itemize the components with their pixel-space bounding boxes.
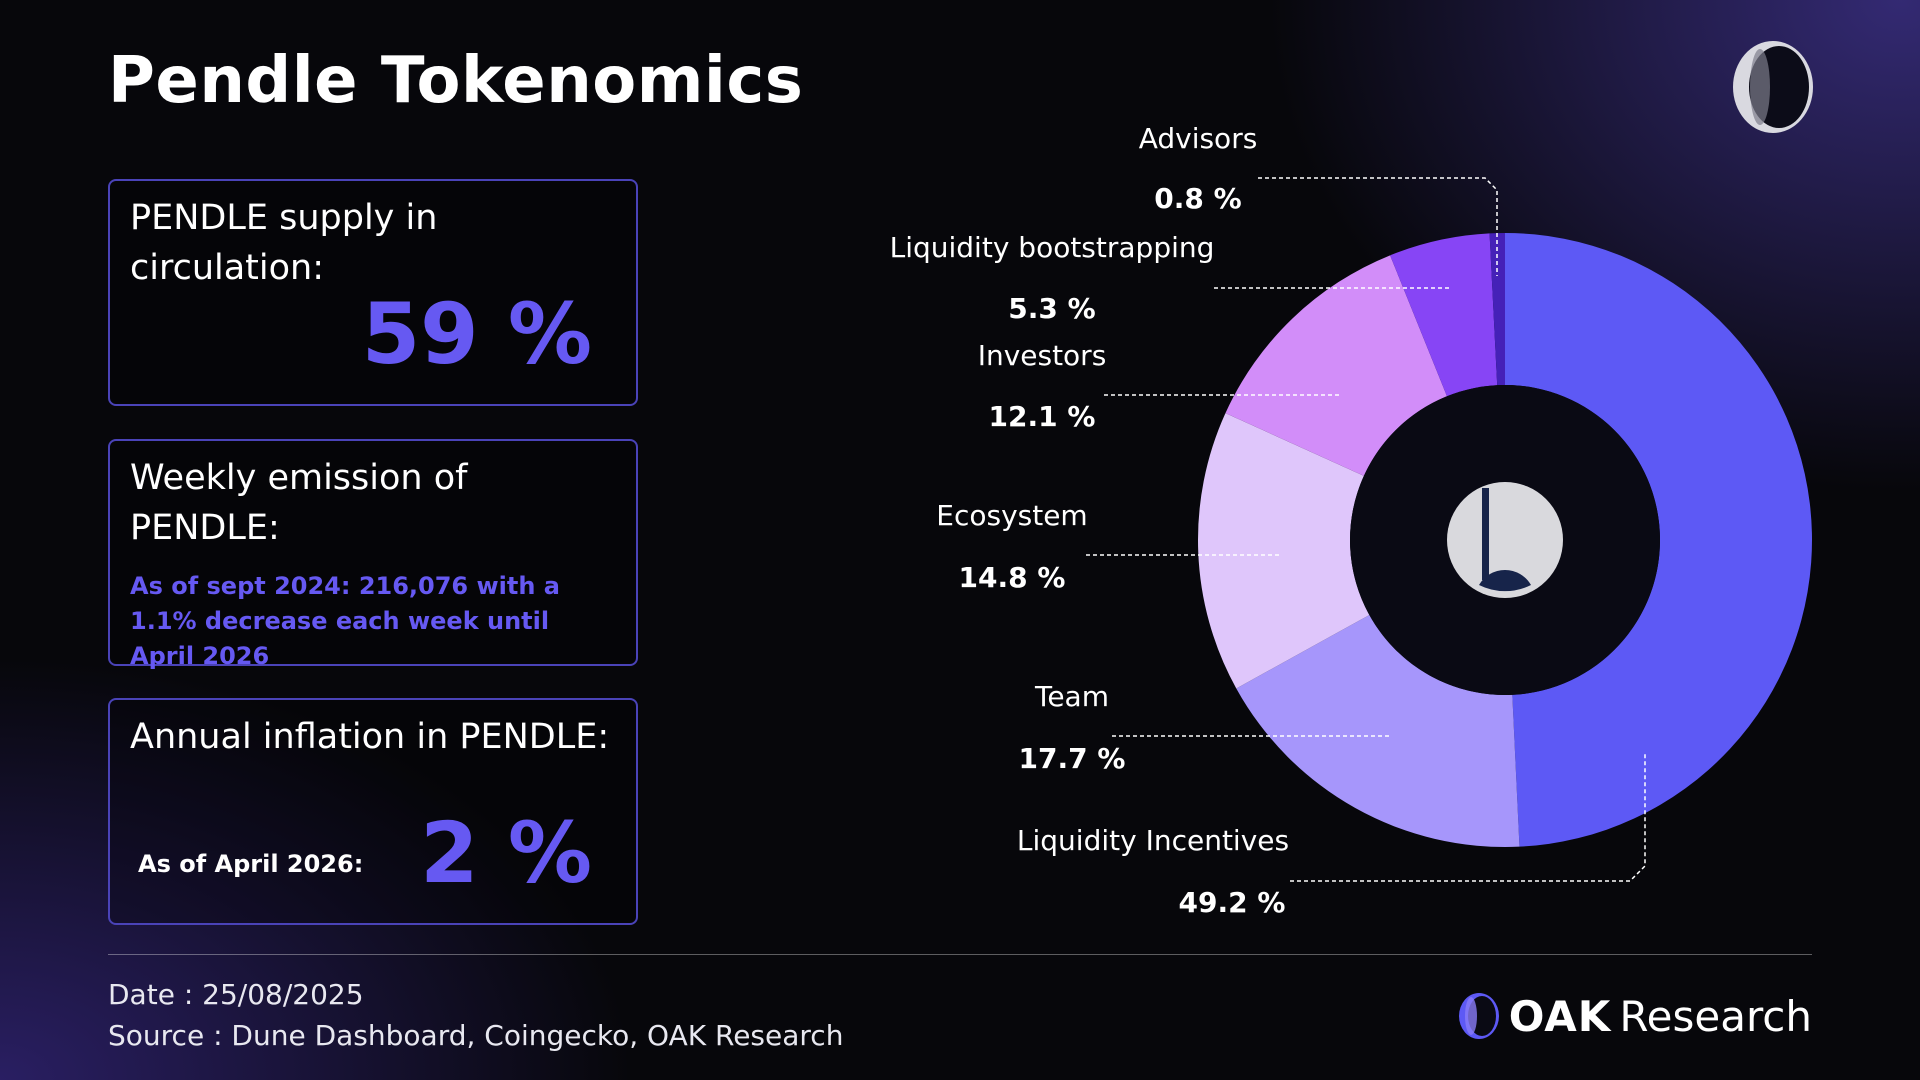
footer-date: Date : 25/08/2025: [108, 978, 364, 1011]
brand-logo: OAK Research: [1457, 988, 1812, 1044]
oak-logo-icon: [1458, 993, 1499, 1039]
page-title: Pendle Tokenomics: [108, 44, 804, 118]
slice-name-advisors: Advisors: [1139, 122, 1258, 155]
gauge-icon: [1447, 482, 1563, 598]
slice-label-liquidity-bootstrapping: 5.3 %: [1008, 292, 1095, 325]
footer-source: Source : Dune Dashboard, Coingecko, OAK …: [108, 1019, 844, 1052]
slice-label-ecosystem: 14.8 %: [959, 561, 1066, 594]
slice-label-advisors: 0.8 %: [1154, 182, 1241, 215]
emission-card: Weekly emission of PENDLE: As of sept 20…: [108, 439, 638, 670]
slice-label-investors: 12.1 %: [989, 400, 1096, 433]
brand-research: Research: [1619, 991, 1812, 1041]
slice-name-team: Team: [1034, 680, 1109, 713]
inflation-sub: As of April 2026:: [138, 850, 364, 878]
circulation-card: PENDLE supply in circulation: 59 %: [108, 179, 638, 406]
slice-label-liquidity-incentives: 49.2 %: [1179, 886, 1286, 919]
slice-name-ecosystem: Ecosystem: [936, 499, 1087, 532]
slice-name-liquidity-incentives: Liquidity Incentives: [1017, 824, 1289, 857]
inflation-card: Annual inflation in PENDLE: As of April …: [108, 698, 638, 925]
oak-logo-icon: [1733, 41, 1813, 133]
circulation-value: 59 %: [361, 285, 592, 383]
inflation-value: 2 %: [420, 804, 592, 902]
slice-team: [1236, 614, 1520, 847]
emission-note: As of sept 2024: 216,076 with a 1.1% dec…: [130, 572, 560, 670]
brand-oak: OAK: [1508, 991, 1612, 1041]
leader-line-liquidity-incentives: [1290, 752, 1646, 882]
slice-name-liquidity-bootstrapping: Liquidity bootstrapping: [890, 231, 1215, 264]
circulation-label: PENDLE supply in circulation:: [130, 198, 438, 288]
footer-divider: [108, 954, 1812, 955]
slice-liquidity-incentives: [1505, 233, 1812, 847]
leader-line-advisors: [1258, 177, 1498, 276]
slice-advisors: [1489, 233, 1505, 386]
slice-liquidity-bootstrapping: [1390, 233, 1498, 397]
emission-label: Weekly emission of PENDLE:: [130, 458, 468, 548]
slice-name-investors: Investors: [978, 339, 1107, 372]
slice-label-team: 17.7 %: [1019, 742, 1126, 775]
slice-ecosystem: [1197, 413, 1370, 689]
slice-investors: [1225, 255, 1447, 476]
inflation-label: Annual inflation in PENDLE:: [130, 717, 610, 757]
